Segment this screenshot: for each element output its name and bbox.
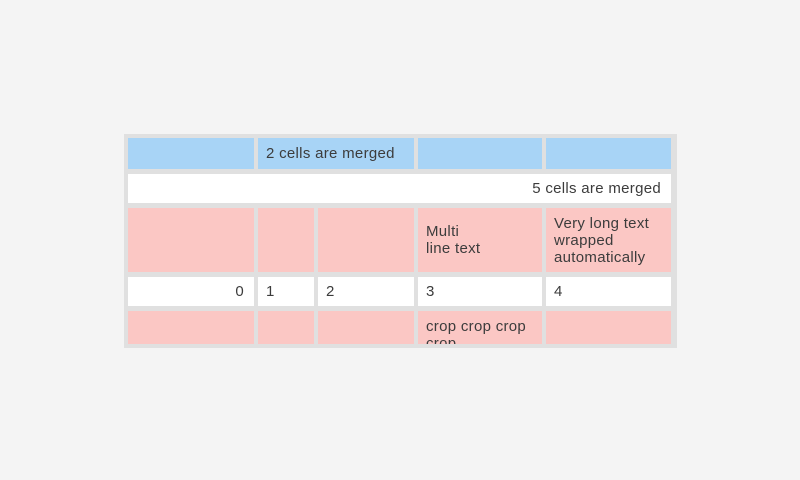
table-cell-r3c3[interactable] (318, 208, 414, 272)
table-widget: 2 cells are merged 5 cells are merged Mu… (124, 134, 677, 348)
table-cell-number-3[interactable]: 3 (418, 277, 542, 306)
table-cell-merged-2cols[interactable]: 2 cells are merged (258, 138, 414, 169)
table-cell-merged-5cols[interactable]: 5 cells are merged (128, 174, 671, 203)
table-cell-r3c2[interactable] (258, 208, 314, 272)
table-cell-r3c1[interactable] (128, 208, 254, 272)
table-cell-r5c1[interactable] (128, 311, 254, 344)
table-cell-number-4[interactable]: 4 (546, 277, 671, 306)
table-cell-r5c5[interactable] (546, 311, 671, 344)
table-cell-cropped-text[interactable]: crop crop crop crop (418, 311, 542, 344)
table-cell-r1c5[interactable] (546, 138, 671, 169)
table-scroll-area[interactable]: 2 cells are merged 5 cells are merged Mu… (128, 138, 671, 344)
table-cell-wrapped-text[interactable]: Very long text wrapped automatically (546, 208, 671, 272)
table-cell-number-0[interactable]: 0 (128, 277, 254, 306)
table-cell-number-2[interactable]: 2 (318, 277, 414, 306)
table-cell-number-1[interactable]: 1 (258, 277, 314, 306)
table-cell-r5c3[interactable] (318, 311, 414, 344)
table-cell-multiline[interactable]: Multi line text (418, 208, 542, 272)
table-cell-r5c2[interactable] (258, 311, 314, 344)
table-grid: 2 cells are merged 5 cells are merged Mu… (128, 138, 671, 344)
table-cell-r1c1[interactable] (128, 138, 254, 169)
table-cell-r1c4[interactable] (418, 138, 542, 169)
